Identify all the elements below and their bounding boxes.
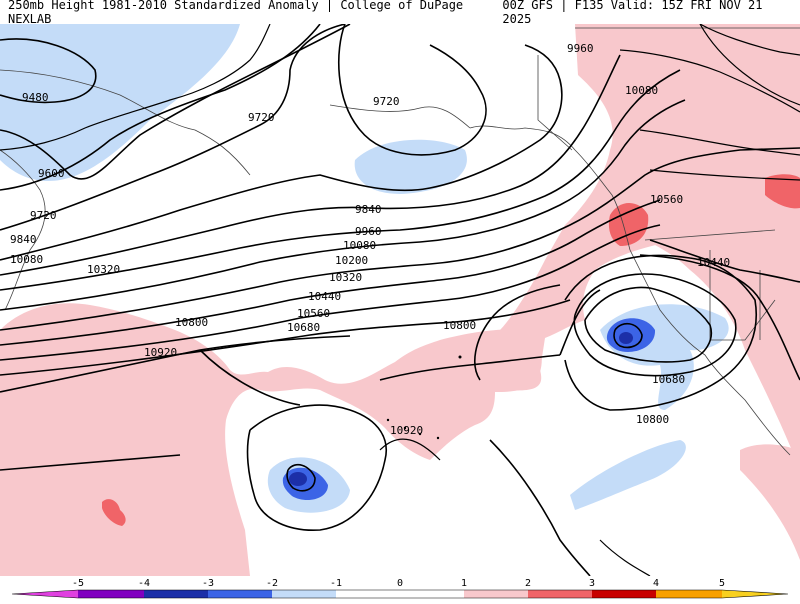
- colorbar-segment: [272, 590, 336, 598]
- contour-label: 10320: [87, 263, 120, 276]
- colorbar-segment: [592, 590, 656, 598]
- contour-label: 10560: [650, 193, 683, 206]
- contour-label: 9600: [38, 167, 65, 180]
- colorbar-segment: [400, 590, 464, 598]
- colorbar-segment: [464, 590, 528, 598]
- anomaly-colorbar: -5 -4 -3 -2 -1 0 1 2 3 4 5: [0, 576, 800, 600]
- contour-label: 10560: [297, 307, 330, 320]
- colorbar-tick-label: -3: [202, 578, 214, 589]
- contour-label: 10680: [652, 373, 685, 386]
- contour-label: 10080: [10, 253, 43, 266]
- colorbar-segment: [528, 590, 592, 598]
- colorbar-tick-label: -1: [330, 578, 342, 589]
- colorbar-segment: [12, 590, 78, 598]
- colorbar-tick-label: 3: [589, 578, 595, 589]
- weather-map: 9480 9600 9720 9840 10080 10320 9720 972…: [0, 24, 800, 576]
- strong-positive-anomaly-fills: [102, 174, 800, 526]
- contour-label: 9960: [355, 225, 382, 238]
- contour-label: 9840: [355, 203, 382, 216]
- colorbar-tick-label: 0: [397, 578, 403, 589]
- contour-label: 10440: [308, 290, 341, 303]
- contour-label: 10320: [329, 271, 362, 284]
- contour-label: 9720: [248, 111, 275, 124]
- height-contours: [0, 24, 800, 576]
- title-bar: 250mb Height 1981-2010 Standardized Anom…: [0, 0, 800, 26]
- contour-label: 10080: [625, 84, 658, 97]
- contour-label: 9480: [22, 91, 49, 104]
- colorbar-labels: -5 -4 -3 -2 -1 0 1 2 3 4 5: [72, 578, 725, 589]
- contour-label: 9840: [10, 233, 37, 246]
- colorbar-tick-label: -4: [138, 578, 150, 589]
- coastlines: [0, 27, 800, 456]
- positive-anomaly-fills: [0, 24, 800, 576]
- colorbar-tick-label: -5: [72, 578, 84, 589]
- islands: [386, 355, 462, 440]
- contour-label: 10440: [697, 256, 730, 269]
- contour-label: 9720: [373, 95, 400, 108]
- colorbar-segment: [336, 590, 400, 598]
- colorbar-tick-label: 5: [719, 578, 725, 589]
- colorbar-segment: [208, 590, 272, 598]
- contour-label: 9720: [30, 209, 57, 222]
- thin-contours: [0, 24, 800, 576]
- contour-labels: 9480 9600 9720 9840 10080 10320 9720 972…: [10, 42, 730, 437]
- colorbar-segment: [78, 590, 144, 598]
- contour-label: 10800: [636, 413, 669, 426]
- colorbar-segment: [722, 590, 788, 598]
- colorbar-segment: [656, 590, 722, 598]
- contour-label: 10800: [443, 319, 476, 332]
- colorbar-segments: [11, 589, 789, 599]
- model-run-valid-time: 00Z GFS | F135 Valid: 15Z FRI NOV 21 202…: [502, 0, 763, 26]
- contour-label: 10920: [144, 346, 177, 359]
- colorbar-tick-label: 1: [461, 578, 467, 589]
- contour-label: 10080: [343, 239, 376, 252]
- colorbar-tick-label: -2: [266, 578, 278, 589]
- contour-label: 10680: [287, 321, 320, 334]
- colorbar-segment: [144, 590, 208, 598]
- contour-label: 10800: [175, 316, 208, 329]
- contour-label: 10920: [390, 424, 423, 437]
- colorbar-tick-label: 4: [653, 578, 659, 589]
- map-title: 250mb Height 1981-2010 Standardized Anom…: [8, 0, 464, 26]
- contour-label: 9960: [567, 42, 594, 55]
- contour-label: 10200: [335, 254, 368, 267]
- colorbar-tick-label: 2: [525, 578, 531, 589]
